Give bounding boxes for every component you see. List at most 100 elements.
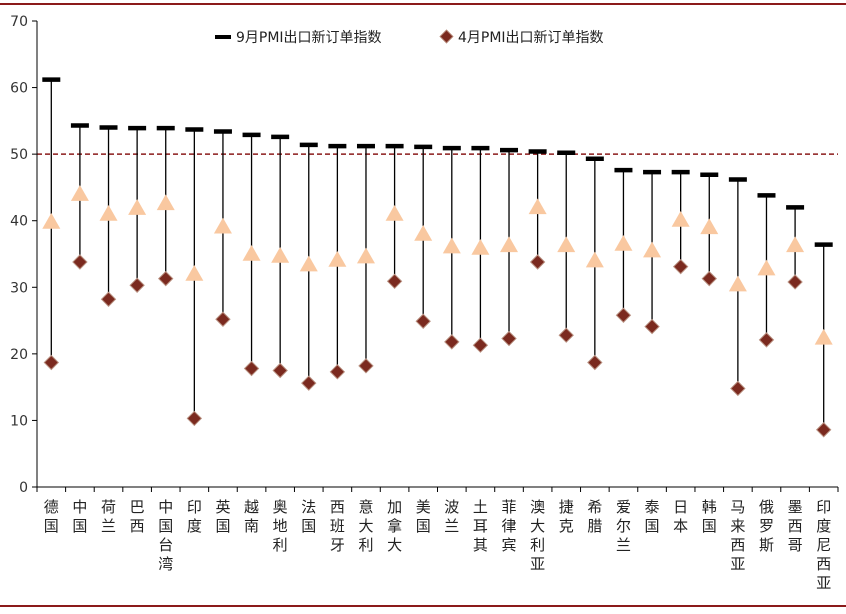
triangle-marker: [700, 218, 719, 235]
category-label-char: 印: [187, 498, 202, 516]
category-label-char: 台: [158, 536, 173, 554]
triangle-marker: [414, 225, 433, 241]
triangle-marker: [557, 236, 576, 253]
category-label-char: 国: [44, 517, 59, 535]
category-label-char: 澳: [530, 498, 545, 516]
apr-value-diamond: [701, 270, 717, 287]
apr-value-diamond: [272, 362, 288, 379]
category-label-char: 律: [502, 517, 517, 535]
triangle-marker: [299, 255, 318, 272]
triangle-marker: [385, 205, 404, 221]
apr-value-diamond: [758, 332, 775, 348]
category-label-char: 法: [301, 498, 316, 516]
category-label-char: 湾: [158, 555, 173, 573]
triangle-marker: [728, 275, 747, 292]
category-label-char: 利: [273, 536, 288, 554]
triangle-marker: [500, 236, 519, 253]
category-label-char: 英: [215, 498, 230, 516]
category-label-char: 捷: [559, 498, 574, 516]
legend-label-apr: 4月PMI出口新订单指数: [458, 30, 604, 46]
category-label-char: 土: [473, 498, 488, 516]
triangle-marker: [242, 245, 261, 261]
category-label-char: 拿: [387, 517, 402, 535]
category-label-char: 本: [673, 517, 688, 535]
category-label-char: 克: [559, 517, 574, 535]
category-label-char: 其: [473, 536, 488, 554]
apr-value-diamond: [730, 380, 746, 397]
category-label-char: 国: [158, 517, 173, 535]
category-label-char: 尔: [616, 517, 631, 535]
apr-value-diamond: [329, 364, 346, 380]
category-label-char: 斯: [759, 536, 774, 554]
apr-value-diamond: [444, 334, 460, 350]
category-label-char: 班: [330, 517, 345, 535]
category-label-char: 兰: [444, 517, 459, 535]
top-border: [0, 3, 846, 5]
y-tick-label: 40: [10, 214, 28, 230]
y-tick-label: 30: [10, 280, 28, 296]
category-label-char: 亚: [730, 555, 745, 573]
category-label-char: 尼: [816, 536, 831, 554]
apr-value-diamond: [43, 354, 60, 371]
category-label-char: 腊: [587, 517, 602, 535]
bottom-border: [0, 605, 846, 607]
triangle-marker: [185, 264, 204, 281]
triangle-marker: [213, 217, 232, 234]
category-label-char: 国: [702, 517, 717, 535]
triangle-marker: [70, 185, 89, 201]
category-label-char: 大: [530, 517, 545, 535]
y-tick-label: 0: [19, 480, 28, 496]
category-label-char: 西: [788, 517, 803, 535]
category-label-char: 奥: [273, 498, 288, 516]
apr-value-diamond: [215, 311, 231, 327]
category-label-char: 大: [358, 517, 373, 535]
category-label-char: 兰: [101, 517, 116, 535]
category-label-char: 中: [72, 498, 87, 516]
category-label-char: 加: [387, 498, 402, 516]
category-label-char: 西: [816, 555, 831, 573]
category-label-char: 西: [130, 517, 145, 535]
category-label-char: 巴: [130, 498, 145, 516]
triangle-marker: [528, 198, 547, 215]
y-tick-label: 70: [10, 14, 28, 30]
apr-value-diamond: [129, 277, 145, 293]
category-label-char: 泰: [645, 498, 660, 516]
category-label-char: 菲: [502, 498, 517, 516]
y-tick-label: 50: [10, 147, 28, 163]
category-label-char: 来: [730, 517, 745, 535]
apr-value-diamond: [415, 313, 431, 329]
triangle-marker: [156, 194, 175, 211]
category-label-char: 国: [72, 517, 87, 535]
category-label-char: 荷: [101, 498, 116, 516]
triangle-marker: [814, 328, 833, 345]
category-label-char: 意: [358, 498, 373, 516]
apr-value-diamond: [386, 273, 403, 290]
apr-value-diamond: [672, 258, 689, 275]
triangle-marker: [128, 199, 147, 215]
category-label-char: 度: [816, 517, 831, 535]
triangle-marker: [757, 259, 776, 276]
category-label-char: 中: [158, 498, 173, 516]
category-label-char: 罗: [759, 517, 774, 535]
triangle-marker: [99, 205, 118, 221]
category-label-char: 国: [301, 517, 316, 535]
apr-value-diamond: [186, 410, 203, 427]
apr-value-diamond: [587, 354, 603, 371]
apr-value-diamond: [644, 318, 660, 335]
category-label-char: 度: [187, 517, 202, 535]
apr-value-diamond: [787, 274, 803, 290]
category-label-char: 日: [673, 498, 688, 516]
category-label-char: 希: [587, 498, 602, 516]
category-label-char: 利: [358, 536, 373, 554]
triangle-marker: [442, 237, 461, 254]
apr-value-diamond: [100, 291, 117, 307]
apr-value-diamond: [558, 327, 574, 343]
category-label-char: 利: [530, 536, 545, 554]
triangle-marker: [471, 239, 490, 255]
triangle-marker: [643, 241, 662, 258]
apr-value-diamond: [243, 360, 260, 377]
apr-value-diamond: [158, 270, 174, 287]
category-label-char: 美: [416, 498, 431, 516]
category-label-char: 国: [416, 517, 431, 535]
category-label-char: 波: [444, 498, 459, 516]
